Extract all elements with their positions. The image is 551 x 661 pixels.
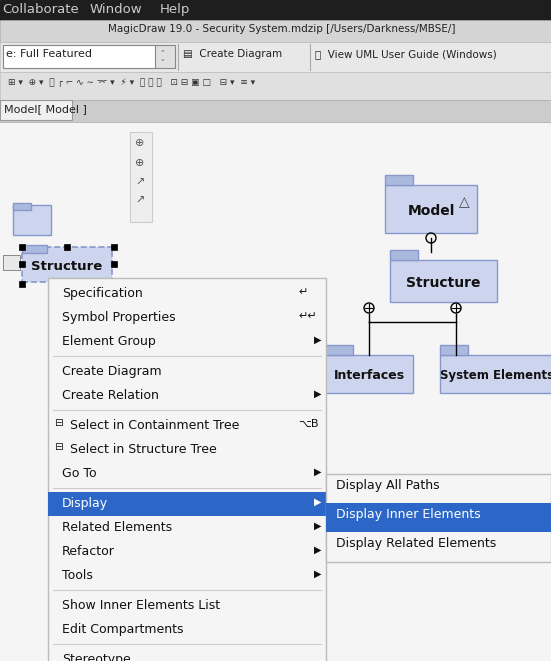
Text: ▶: ▶ (314, 467, 321, 477)
Text: ⌥B: ⌥B (298, 419, 318, 429)
Bar (440, 355, 551, 393)
Text: Display: Display (62, 497, 108, 510)
Bar (3, 45, 158, 68)
Text: ⊕: ⊕ (135, 138, 144, 148)
Bar (13, 203, 31, 210)
Bar (19, 261, 25, 267)
Text: Symbol Properties: Symbol Properties (62, 311, 176, 324)
Bar (0, 42, 551, 72)
Text: Show Inner Elements List: Show Inner Elements List (62, 599, 220, 612)
Bar (130, 132, 152, 222)
Text: Display Related Elements: Display Related Elements (336, 537, 496, 550)
Text: ▤  Create Diagram: ▤ Create Diagram (183, 49, 282, 59)
Bar (0, 122, 551, 661)
Text: Collaborate: Collaborate (2, 3, 79, 16)
Text: ↗: ↗ (135, 178, 144, 188)
Text: △: △ (459, 195, 469, 209)
Bar (440, 345, 468, 355)
Bar (326, 474, 551, 562)
Text: Refactor: Refactor (62, 545, 115, 558)
Bar (385, 185, 477, 233)
Text: ⊟: ⊟ (54, 418, 63, 428)
Text: ↗: ↗ (135, 196, 144, 206)
Bar (111, 244, 117, 250)
Text: Create Diagram: Create Diagram (62, 365, 161, 378)
Text: ▶: ▶ (314, 521, 321, 531)
Text: Structure: Structure (406, 276, 480, 290)
Text: ↵: ↵ (298, 287, 307, 297)
Text: System Elements: System Elements (440, 369, 551, 382)
Bar (111, 261, 117, 267)
Text: Display All Paths: Display All Paths (336, 479, 440, 492)
Bar (325, 355, 413, 393)
Bar (0, 0, 551, 20)
Text: Window: Window (90, 3, 143, 16)
Bar (325, 345, 353, 355)
Bar (19, 281, 25, 287)
Text: Display Inner Elements: Display Inner Elements (336, 508, 480, 521)
Text: Create Relation: Create Relation (62, 389, 159, 402)
Text: Model: Model (407, 204, 455, 218)
Text: Interfaces: Interfaces (333, 369, 404, 382)
Bar (19, 244, 25, 250)
Bar (3, 255, 20, 270)
Text: Select in Structure Tree: Select in Structure Tree (70, 443, 217, 456)
Text: Related Elements: Related Elements (62, 521, 172, 534)
Text: Stereotype: Stereotype (62, 653, 131, 661)
Bar (0, 100, 72, 120)
Bar (0, 100, 551, 122)
Bar (0, 20, 551, 42)
Text: MagicDraw 19.0 - Security System.mdzip [/Users/Darkness/MBSE/]: MagicDraw 19.0 - Security System.mdzip [… (95, 24, 455, 34)
Bar (390, 260, 497, 302)
Text: Element Group: Element Group (62, 335, 156, 348)
Text: ⌃
⌄: ⌃ ⌄ (160, 49, 166, 62)
Text: ▶: ▶ (314, 545, 321, 555)
Bar (13, 205, 51, 235)
Text: Edit Compartments: Edit Compartments (62, 623, 183, 636)
Text: ↵↵: ↵↵ (298, 311, 317, 321)
Text: ⊟: ⊟ (54, 442, 63, 452)
Text: ⊞ ▾  ⊕ ▾  ／ ┌ ⌐ ∿ ∼ ⌤ ▾  ⚡ ▾  ⧉ ⧉ ⓕ   ⊡ ⊟ ▣ □   ⊟ ▾  ≡ ▾: ⊞ ▾ ⊕ ▾ ／ ┌ ⌐ ∿ ∼ ⌤ ▾ ⚡ ▾ ⧉ ⧉ ⓕ ⊡ ⊟ ▣ □ … (8, 78, 255, 87)
Bar (48, 492, 326, 516)
Bar (390, 250, 418, 260)
Bar (326, 503, 551, 532)
Text: Select in Containment Tree: Select in Containment Tree (70, 419, 239, 432)
Text: ⊕: ⊕ (135, 158, 144, 168)
Bar (22, 245, 47, 253)
Bar (22, 247, 112, 282)
Bar (0, 72, 551, 100)
Text: ▶: ▶ (314, 335, 321, 345)
Bar (111, 281, 117, 287)
Bar (64, 244, 70, 250)
Text: ▶: ▶ (314, 389, 321, 399)
Bar (155, 45, 175, 68)
Bar (48, 278, 326, 661)
Text: Specification: Specification (62, 287, 143, 300)
Bar (385, 175, 413, 185)
Text: ▶: ▶ (314, 569, 321, 579)
Text: Help: Help (160, 3, 191, 16)
Text: Tools: Tools (62, 569, 93, 582)
Text: Go To: Go To (62, 467, 96, 480)
Text: e: Full Featured: e: Full Featured (6, 49, 92, 59)
Text: Structure: Structure (31, 260, 102, 273)
Text: ⓘ  View UML User Guide (Windows): ⓘ View UML User Guide (Windows) (315, 49, 497, 59)
Text: ▶: ▶ (314, 497, 321, 507)
Bar (64, 281, 70, 287)
Text: Model[ Model ]: Model[ Model ] (4, 104, 87, 114)
